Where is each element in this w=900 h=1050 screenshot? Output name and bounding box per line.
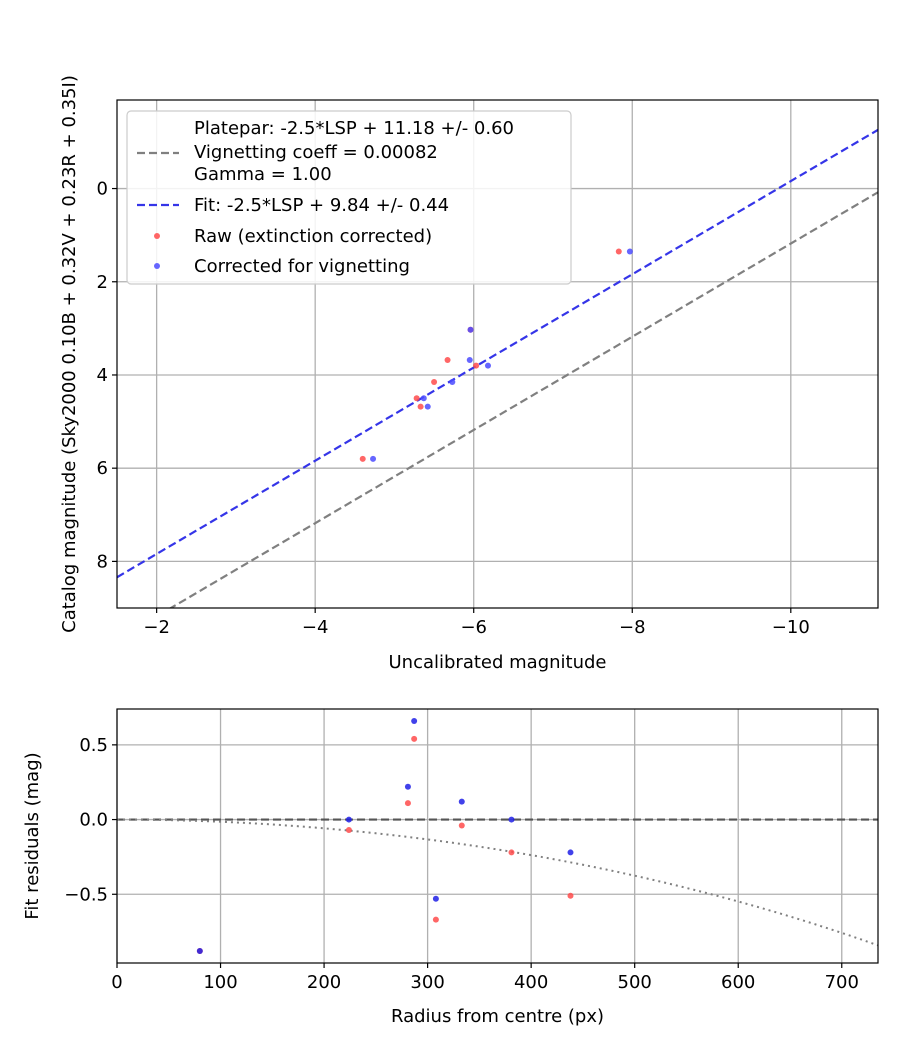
residuals-plot-x-tick-label: 500 — [618, 972, 652, 993]
raw-residual-point — [432, 916, 439, 923]
residuals-plot-frame — [116, 708, 879, 964]
corrected-point — [420, 395, 427, 402]
residuals-plot-points — [196, 717, 574, 955]
corrected-point — [370, 455, 377, 462]
raw-residual-point — [411, 735, 418, 742]
residuals-plot-y-axis-label: Fit residuals (mag) — [22, 752, 43, 919]
residuals-plot-x-tick-label: 200 — [307, 972, 341, 993]
residuals-plot-x-tick-label: 0 — [111, 972, 122, 993]
corrected-point — [466, 357, 473, 364]
magnitude-plot-x-tick-label: −10 — [772, 617, 810, 638]
corrected-residual-point — [411, 717, 418, 724]
residuals-plot-y-tick-label: 0.0 — [79, 810, 108, 831]
legend-gamma-label: Gamma = 1.00 — [194, 164, 332, 185]
magnitude-plot-ticks: −2 −4 −6 −8 −10 0 2 4 6 8 — [97, 179, 810, 638]
residuals-plot-x-tick-label: 700 — [825, 972, 859, 993]
residuals-plot-y-tick-label: −0.5 — [64, 884, 108, 905]
corrected-point — [467, 326, 474, 333]
magnitude-plot-y-tick-label: 6 — [97, 458, 108, 479]
magnitude-plot-x-tick-label: −8 — [619, 617, 646, 638]
raw-residual-point — [567, 892, 574, 899]
magnitude-plot-y-axis-label: Catalog magnitude (Sky2000 0.10B + 0.32V… — [59, 75, 80, 633]
corrected-point — [449, 378, 456, 385]
residuals-plot-x-tick-label: 400 — [514, 972, 548, 993]
raw-residual-point — [345, 827, 352, 834]
residuals-plot-x-tick-label: 100 — [203, 972, 237, 993]
raw-residual-point — [458, 822, 465, 829]
legend-box — [126, 110, 572, 285]
raw-point — [417, 403, 424, 410]
corrected-residual-point — [345, 816, 352, 823]
raw-point — [359, 455, 366, 462]
magnitude-plot-y-tick-label: 2 — [97, 272, 108, 293]
magnitude-plot-lines — [117, 128, 878, 608]
legend-platepar-label: Platepar: -2.5*LSP + 11.18 +/- 0.60 — [194, 118, 514, 139]
magnitude-plot-frame — [116, 99, 879, 609]
corrected-residual-point — [508, 816, 515, 823]
raw-point — [615, 248, 622, 255]
raw-point — [444, 357, 451, 364]
platepar-fit-line — [168, 191, 878, 608]
residuals-plot: 0 100 200 300 400 500 600 700 0.5 0.0 −0.5 Radius … — [22, 708, 879, 1027]
corrected-residual-point — [432, 895, 439, 902]
magnitude-plot-x-tick-label: −4 — [302, 617, 329, 638]
magnitude-plot-points — [359, 248, 633, 462]
corrected-point — [424, 403, 431, 410]
raw-point — [473, 362, 480, 369]
legend-vignetting-label: Vignetting coeff = 0.00082 — [194, 142, 438, 163]
magnitude-plot-x-tick-label: −6 — [460, 617, 487, 638]
magnitude-plot-y-tick-label: 0 — [97, 179, 108, 200]
corrected-point — [484, 362, 491, 369]
vignetting-fit-line — [117, 128, 878, 579]
vignetting-curve — [117, 818, 878, 947]
magnitude-plot-y-tick-label: 8 — [97, 551, 108, 572]
corrected-residual-point — [196, 948, 203, 955]
residuals-plot-y-tick-label: 0.5 — [79, 735, 108, 756]
legend-corrected-label: Corrected for vignetting — [194, 256, 410, 277]
corrected-residual-point — [404, 783, 411, 790]
raw-residual-point — [508, 849, 515, 856]
legend: Platepar: -2.5*LSP + 11.18 +/- 0.60 Vign… — [126, 110, 572, 285]
legend-fit-label: Fit: -2.5*LSP + 9.84 +/- 0.44 — [194, 195, 449, 216]
corrected-residual-point — [458, 798, 465, 805]
raw-residual-point — [404, 800, 411, 807]
residuals-plot-lines — [117, 818, 878, 947]
raw-point — [431, 378, 438, 385]
residuals-plot-x-tick-label: 300 — [410, 972, 444, 993]
legend-raw-label: Raw (extinction corrected) — [194, 226, 432, 247]
residuals-plot-x-tick-label: 600 — [721, 972, 755, 993]
legend-raw-marker — [154, 233, 160, 239]
corrected-residual-point — [567, 849, 574, 856]
legend-corrected-marker — [154, 263, 160, 269]
magnitude-plot-x-tick-label: −2 — [143, 617, 170, 638]
magnitude-plot-y-tick-label: 4 — [97, 365, 108, 386]
magnitude-plot-x-axis-label: Uncalibrated magnitude — [388, 652, 606, 673]
residuals-plot-ticks: 0 100 200 300 400 500 600 700 0.5 0.0 −0.5 — [64, 735, 859, 993]
raw-point — [413, 395, 420, 402]
residuals-plot-x-axis-label: Radius from centre (px) — [391, 1006, 604, 1027]
corrected-point — [626, 248, 633, 255]
